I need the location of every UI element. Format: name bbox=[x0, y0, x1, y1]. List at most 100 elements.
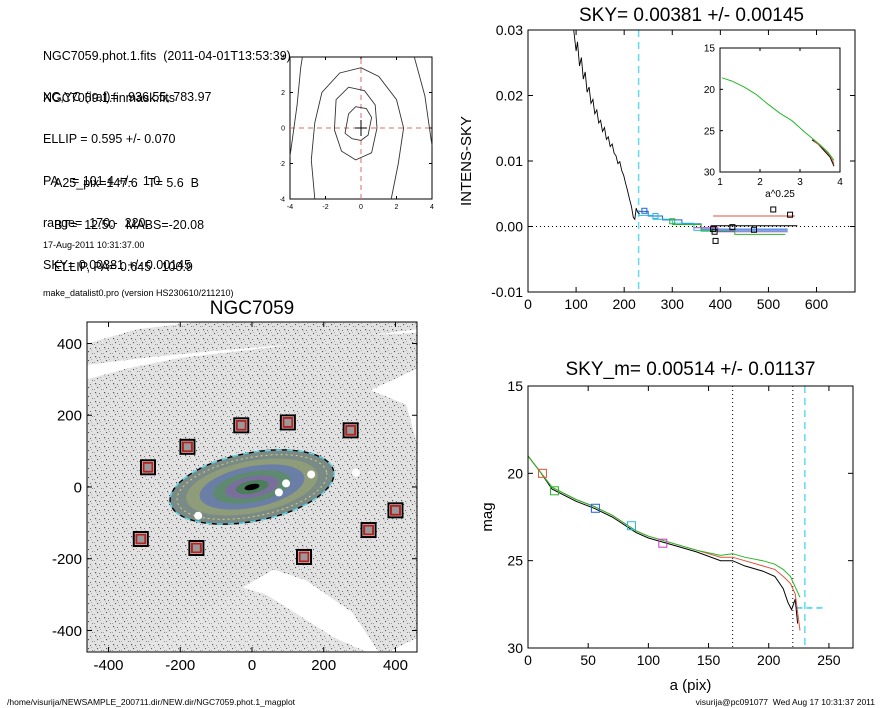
image-y-tick-label: 0 bbox=[74, 479, 82, 496]
inset-x-tick-label: 2 bbox=[757, 177, 763, 188]
image-x-tick-label: 0 bbox=[248, 657, 256, 674]
header-fit-info: XC,YC (iraf)= 936.55, 783.97 ELLIP = 0.5… bbox=[43, 62, 212, 300]
header-line: NGC7059.1.finmask.fits bbox=[43, 91, 175, 105]
image-y-tick-label: 400 bbox=[57, 336, 82, 353]
inset-background bbox=[720, 48, 840, 172]
contour-line bbox=[413, 56, 433, 146]
mag-frame bbox=[527, 385, 854, 649]
image-x-tick-label: 400 bbox=[383, 657, 408, 674]
sky-x-tick-label: 400 bbox=[709, 296, 733, 312]
header-line: range= 170.- 220. bbox=[43, 216, 149, 230]
sky-marker bbox=[787, 211, 794, 218]
sky-title: SKY= 0.00381 +/- 0.00145 bbox=[579, 5, 804, 26]
star-spot bbox=[282, 479, 291, 488]
header-line: BT= 12.50 MABS=-20.08 bbox=[54, 218, 205, 232]
header-line: PA = 101.4 +/- 1.0 bbox=[43, 174, 161, 188]
contour-y-tick-label: -4 bbox=[280, 197, 285, 204]
mag-y-tick-label: 25 bbox=[507, 553, 523, 569]
sky-x-tick-label: 600 bbox=[805, 296, 829, 312]
contour-line bbox=[333, 86, 378, 161]
contour-line bbox=[289, 56, 303, 157]
sky-marker bbox=[770, 206, 777, 213]
inset-series bbox=[721, 77, 835, 161]
mag-y-label: mag bbox=[479, 502, 496, 531]
image-x-tick-label: -400 bbox=[94, 657, 124, 674]
contour-x-tick-label: 4 bbox=[430, 204, 434, 211]
sky-y-tick-label: 0.01 bbox=[496, 153, 523, 169]
sky-profile-line bbox=[573, 29, 640, 221]
sky-y-label: INTENS-SKY bbox=[458, 116, 475, 206]
mask-box-inner bbox=[389, 504, 401, 516]
mask-box-inner bbox=[345, 424, 357, 436]
mask-box-inner bbox=[181, 441, 193, 453]
header-line: SKY= 0.00381 +/- 0.00145 bbox=[43, 258, 192, 272]
mask-box-inner bbox=[135, 533, 147, 545]
image-field bbox=[87, 322, 417, 652]
sky-marker bbox=[729, 224, 736, 231]
mask-box-inner bbox=[363, 524, 375, 536]
contour-line bbox=[310, 67, 405, 200]
sky-x-tick-label: 500 bbox=[757, 296, 781, 312]
mag-series bbox=[527, 455, 801, 598]
header-line: A25_pix=147.6 T= 5.6 B bbox=[54, 176, 200, 190]
mag-y-tick-label: 30 bbox=[507, 640, 523, 656]
star-spot bbox=[307, 470, 316, 479]
mag-x-tick-label: 250 bbox=[817, 652, 841, 668]
sky-step-series bbox=[693, 227, 788, 233]
sky-x-tick-label: 300 bbox=[661, 296, 685, 312]
sky-y-tick-label: 0.00 bbox=[496, 219, 523, 235]
mag-x-tick-label: 50 bbox=[580, 652, 596, 668]
mag-marker bbox=[627, 521, 637, 531]
inset-y-tick-label: 15 bbox=[704, 44, 716, 55]
sky-marker bbox=[751, 226, 758, 233]
contour-y-tick-label: 2 bbox=[281, 90, 285, 97]
mask-box-inner bbox=[298, 551, 310, 563]
header-run-info: 17-Aug-2011 10:31:37.00 make_datalist0.p… bbox=[43, 205, 233, 333]
inset-y-tick-label: 30 bbox=[704, 168, 716, 179]
inset-x-tick-label: 3 bbox=[797, 177, 803, 188]
star-spot bbox=[194, 511, 203, 520]
mag-marker bbox=[549, 486, 559, 496]
sky-x-tick-label: 100 bbox=[564, 296, 588, 312]
image-x-tick-label: 200 bbox=[311, 657, 336, 674]
inset-x-tick-label: 4 bbox=[837, 177, 843, 188]
mag-x-label: a (pix) bbox=[670, 677, 712, 694]
inset-frame bbox=[719, 47, 841, 173]
image-title: NGC7059 bbox=[210, 298, 295, 319]
mag-marker bbox=[537, 468, 547, 478]
header-line: XC,YC (iraf)= 936.55, 783.97 bbox=[43, 90, 212, 104]
mask-box-inner bbox=[282, 416, 294, 428]
contour-y-tick-label: 4 bbox=[281, 55, 285, 62]
contour-y-tick-label: -2 bbox=[280, 161, 285, 168]
mag-y-tick-label: 15 bbox=[507, 378, 523, 394]
inner-ellipse bbox=[176, 454, 328, 520]
contour-x-tick-label: 2 bbox=[395, 204, 399, 211]
mask-box-inner bbox=[190, 542, 202, 554]
inset-x-tick-label: 1 bbox=[717, 177, 723, 188]
contour-x-tick-label: -4 bbox=[287, 204, 293, 211]
sky-y-tick-label: 0.02 bbox=[496, 88, 523, 104]
header-line: ELLIP, PA= 0.645 100.9 bbox=[54, 260, 193, 274]
image-y-tick-label: -200 bbox=[52, 551, 82, 568]
sky-marker bbox=[641, 207, 648, 214]
mask-box-inner bbox=[142, 461, 154, 473]
contour-y-tick-label: 0 bbox=[281, 126, 285, 133]
footer-path: /home/visurija/NEWSAMPLE_200711.dir/NEW.… bbox=[7, 697, 296, 707]
magnitude-profile-chart: SKY_m= 0.00514 +/- 0.01137 mag a (pix) 0 50 1… bbox=[479, 359, 854, 694]
sky-x-tick-label: 200 bbox=[612, 296, 636, 312]
header-line: 17-Aug-2011 10:31:37.00 bbox=[43, 240, 145, 250]
sky-y-tick-label: -0.01 bbox=[491, 284, 523, 300]
header-photometry-info: A25_pix=147.6 T= 5.6 B BT= 12.50 MABS=-2… bbox=[54, 148, 204, 302]
mag-x-tick-label: 200 bbox=[757, 652, 781, 668]
mag-x-tick-label: 0 bbox=[524, 652, 532, 668]
mag-title: SKY_m= 0.00514 +/- 0.01137 bbox=[566, 359, 816, 380]
mag-x-tick-label: 150 bbox=[697, 652, 721, 668]
mask-box-inner bbox=[235, 419, 247, 431]
star-spot bbox=[274, 488, 283, 497]
footer-stamp: visurija@pc091077 Wed Aug 17 10:31:37 20… bbox=[695, 697, 875, 707]
contour-plot: -4 -2 0 2 4 -4 -2 0 2 4 bbox=[280, 55, 434, 211]
inset-y-tick-label: 20 bbox=[704, 85, 716, 96]
galaxy-isophote bbox=[244, 483, 260, 491]
